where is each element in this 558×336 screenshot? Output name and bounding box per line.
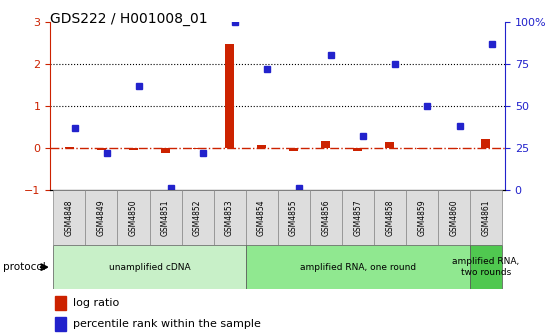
FancyBboxPatch shape (374, 190, 406, 245)
Bar (55, 317, 66, 331)
FancyBboxPatch shape (54, 245, 246, 289)
Bar (481, 139, 490, 148)
Text: GSM4857: GSM4857 (353, 199, 362, 236)
FancyBboxPatch shape (246, 190, 278, 245)
FancyBboxPatch shape (118, 190, 150, 245)
FancyBboxPatch shape (470, 190, 502, 245)
Bar (225, 44, 234, 148)
FancyBboxPatch shape (150, 190, 181, 245)
Bar (385, 141, 394, 148)
Text: GSM4850: GSM4850 (129, 199, 138, 236)
Text: GSM4855: GSM4855 (289, 199, 298, 236)
Bar (97, 148, 105, 150)
Bar (55, 296, 66, 310)
FancyBboxPatch shape (341, 190, 374, 245)
Text: GSM4858: GSM4858 (385, 199, 394, 236)
FancyBboxPatch shape (406, 190, 437, 245)
Text: GSM4853: GSM4853 (225, 199, 234, 236)
Bar (353, 148, 362, 151)
Bar (417, 148, 426, 149)
Bar (257, 145, 266, 148)
Bar (161, 148, 170, 153)
Text: amplified RNA,
two rounds: amplified RNA, two rounds (452, 257, 519, 277)
Text: protocol: protocol (3, 262, 46, 272)
FancyBboxPatch shape (214, 190, 246, 245)
Text: GSM4860: GSM4860 (449, 199, 458, 236)
FancyBboxPatch shape (246, 245, 470, 289)
Text: GSM4856: GSM4856 (321, 199, 330, 236)
FancyBboxPatch shape (85, 190, 118, 245)
Text: GSM4848: GSM4848 (65, 199, 74, 236)
Text: log ratio: log ratio (73, 298, 119, 308)
FancyBboxPatch shape (437, 190, 470, 245)
Text: GSM4859: GSM4859 (417, 199, 426, 236)
FancyBboxPatch shape (278, 190, 310, 245)
FancyBboxPatch shape (470, 245, 502, 289)
FancyBboxPatch shape (54, 190, 85, 245)
Text: GDS222 / H001008_01: GDS222 / H001008_01 (50, 12, 208, 26)
Text: GSM4849: GSM4849 (97, 199, 106, 236)
Bar (449, 148, 458, 149)
Text: amplified RNA, one round: amplified RNA, one round (300, 263, 416, 271)
Text: GSM4851: GSM4851 (161, 199, 170, 236)
Text: percentile rank within the sample: percentile rank within the sample (73, 319, 261, 329)
Text: GSM4861: GSM4861 (481, 199, 490, 236)
Bar (129, 148, 138, 150)
Text: GSM4854: GSM4854 (257, 199, 266, 236)
Bar (193, 148, 201, 149)
Text: unamplified cDNA: unamplified cDNA (109, 263, 190, 271)
Bar (65, 146, 74, 148)
FancyBboxPatch shape (310, 190, 341, 245)
FancyBboxPatch shape (181, 190, 214, 245)
Bar (321, 141, 330, 148)
Bar (289, 148, 298, 151)
Text: GSM4852: GSM4852 (193, 199, 202, 236)
